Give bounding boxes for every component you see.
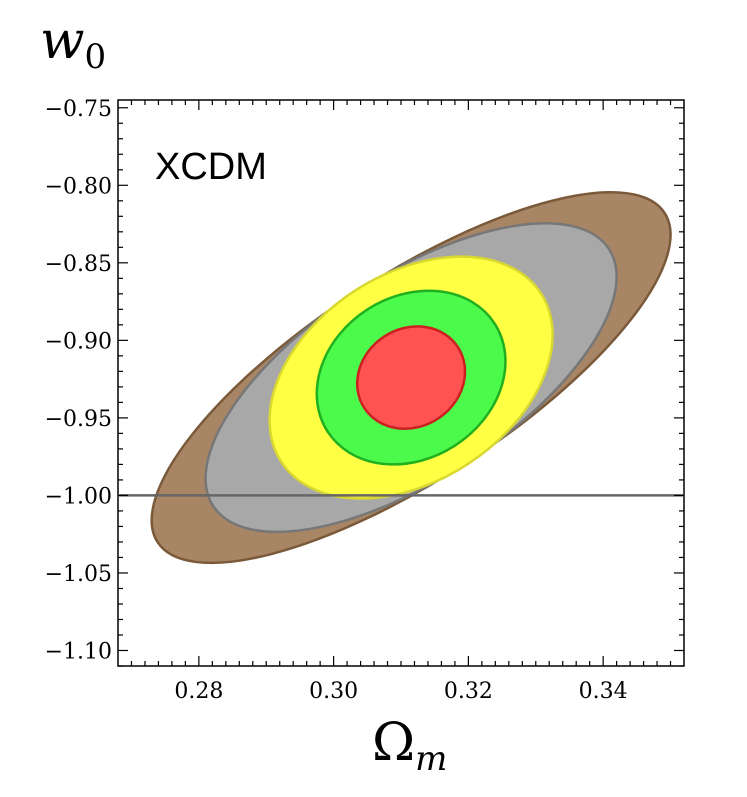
y-tick-label: −1.00	[45, 484, 112, 509]
y-axis-title-sub: 0	[85, 37, 107, 77]
y-tick-label: −0.80	[45, 174, 112, 199]
x-tick-label: 0.28	[174, 679, 223, 704]
y-tick-label: −0.75	[45, 97, 112, 122]
x-axis-title-base: Ω	[372, 713, 415, 773]
x-tick-label: 0.30	[309, 679, 358, 704]
x-axis-title-sub: m	[415, 739, 447, 779]
x-tick-label: 0.32	[444, 679, 493, 704]
x-tick-label: 0.34	[579, 679, 628, 704]
axis-ticks	[118, 100, 684, 667]
y-tick-label: −0.85	[45, 252, 112, 277]
contour-regions	[150, 191, 672, 565]
y-tick-label: −1.10	[45, 639, 112, 664]
x-axis-title: Ωm	[372, 713, 447, 779]
y-tick-label: −0.95	[45, 407, 112, 432]
annotation-label: XCDM	[155, 146, 267, 188]
axis-tick-labels: 0.28 0.30 0.32 0.34 −0.75 −0.80 −0.85 −0.90 −0.9…	[45, 97, 628, 704]
y-tick-label: −1.05	[45, 562, 112, 587]
y-tick-label: −0.90	[45, 329, 112, 354]
y-axis-title-base: w	[40, 11, 85, 71]
contour-1-sigma	[355, 325, 467, 430]
y-axis-title: w0	[40, 11, 106, 77]
